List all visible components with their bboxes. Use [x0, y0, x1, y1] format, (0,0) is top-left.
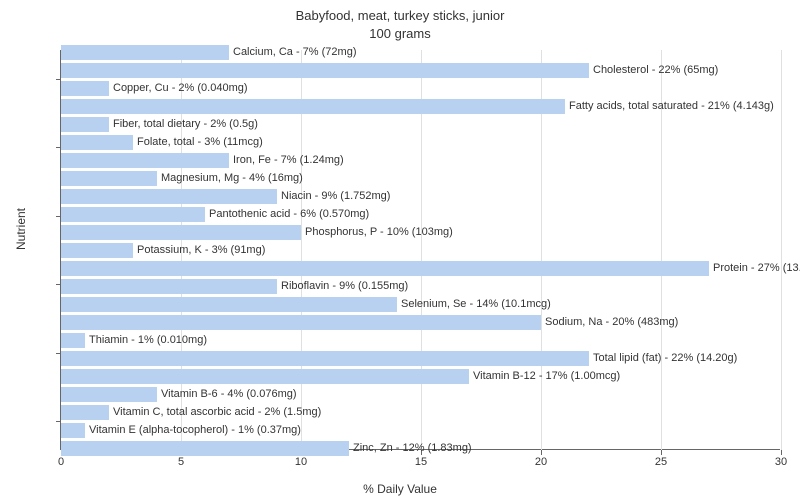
bar: [61, 171, 157, 186]
bar: [61, 351, 589, 366]
x-tick-label: 20: [535, 456, 547, 468]
y-tick-mark: [56, 79, 61, 80]
y-tick-mark: [56, 284, 61, 285]
bar: [61, 315, 541, 330]
bar-label: Pantothenic acid - 6% (0.570mg): [205, 207, 369, 222]
bar: [61, 261, 709, 276]
x-tick-label: 0: [58, 456, 64, 468]
bar: [61, 207, 205, 222]
chart-container: 051015202530Calcium, Ca - 7% (72mg)Chole…: [60, 50, 780, 450]
chart-title: Babyfood, meat, turkey sticks, junior: [0, 8, 800, 23]
bar-label: Vitamin B-12 - 17% (1.00mcg): [469, 369, 620, 384]
bar-label: Zinc, Zn - 12% (1.83mg): [349, 441, 472, 456]
bar-label: Selenium, Se - 14% (10.1mcg): [397, 297, 551, 312]
chart-subtitle: 100 grams: [0, 26, 800, 41]
bar: [61, 405, 109, 420]
y-tick-mark: [56, 421, 61, 422]
bar-label: Sodium, Na - 20% (483mg): [541, 315, 678, 330]
bar-label: Total lipid (fat) - 22% (14.20g): [589, 351, 737, 366]
bar-label: Calcium, Ca - 7% (72mg): [229, 45, 356, 60]
bar-label: Vitamin C, total ascorbic acid - 2% (1.5…: [109, 405, 321, 420]
x-tick-label: 10: [295, 456, 307, 468]
y-tick-mark: [56, 216, 61, 217]
bar: [61, 225, 301, 240]
bar: [61, 297, 397, 312]
bar: [61, 63, 589, 78]
bar: [61, 189, 277, 204]
x-tick-label: 15: [415, 456, 427, 468]
y-axis-label: Nutrient: [14, 208, 28, 250]
bar: [61, 423, 85, 438]
gridline: [781, 50, 782, 450]
bar-label: Riboflavin - 9% (0.155mg): [277, 279, 408, 294]
bar-label: Vitamin E (alpha-tocopherol) - 1% (0.37m…: [85, 423, 301, 438]
bar: [61, 441, 349, 456]
bar-label: Magnesium, Mg - 4% (16mg): [157, 171, 303, 186]
bar: [61, 135, 133, 150]
bar-label: Phosphorus, P - 10% (103mg): [301, 225, 453, 240]
bar: [61, 99, 565, 114]
bar-label: Protein - 27% (13.70g): [709, 261, 800, 276]
bar-label: Fiber, total dietary - 2% (0.5g): [109, 117, 258, 132]
x-tick-mark: [781, 450, 782, 455]
bar-label: Cholesterol - 22% (65mg): [589, 63, 718, 78]
x-tick-label: 5: [178, 456, 184, 468]
bar: [61, 45, 229, 60]
bar-label: Iron, Fe - 7% (1.24mg): [229, 153, 344, 168]
y-tick-mark: [56, 147, 61, 148]
bar: [61, 117, 109, 132]
bar: [61, 81, 109, 96]
x-tick-mark: [661, 450, 662, 455]
bar: [61, 369, 469, 384]
x-tick-mark: [541, 450, 542, 455]
y-tick-mark: [56, 353, 61, 354]
bar: [61, 279, 277, 294]
bar-label: Folate, total - 3% (11mcg): [133, 135, 263, 150]
bar-label: Fatty acids, total saturated - 21% (4.14…: [565, 99, 774, 114]
bar: [61, 333, 85, 348]
bar-label: Copper, Cu - 2% (0.040mg): [109, 81, 248, 96]
bar-label: Vitamin B-6 - 4% (0.076mg): [157, 387, 297, 402]
x-axis-label: % Daily Value: [0, 482, 800, 496]
bar: [61, 243, 133, 258]
bar: [61, 153, 229, 168]
bar-label: Niacin - 9% (1.752mg): [277, 189, 390, 204]
bar-label: Potassium, K - 3% (91mg): [133, 243, 265, 258]
x-tick-label: 30: [775, 456, 787, 468]
bar-label: Thiamin - 1% (0.010mg): [85, 333, 207, 348]
plot-area: 051015202530Calcium, Ca - 7% (72mg)Chole…: [60, 50, 780, 450]
x-tick-label: 25: [655, 456, 667, 468]
bar: [61, 387, 157, 402]
